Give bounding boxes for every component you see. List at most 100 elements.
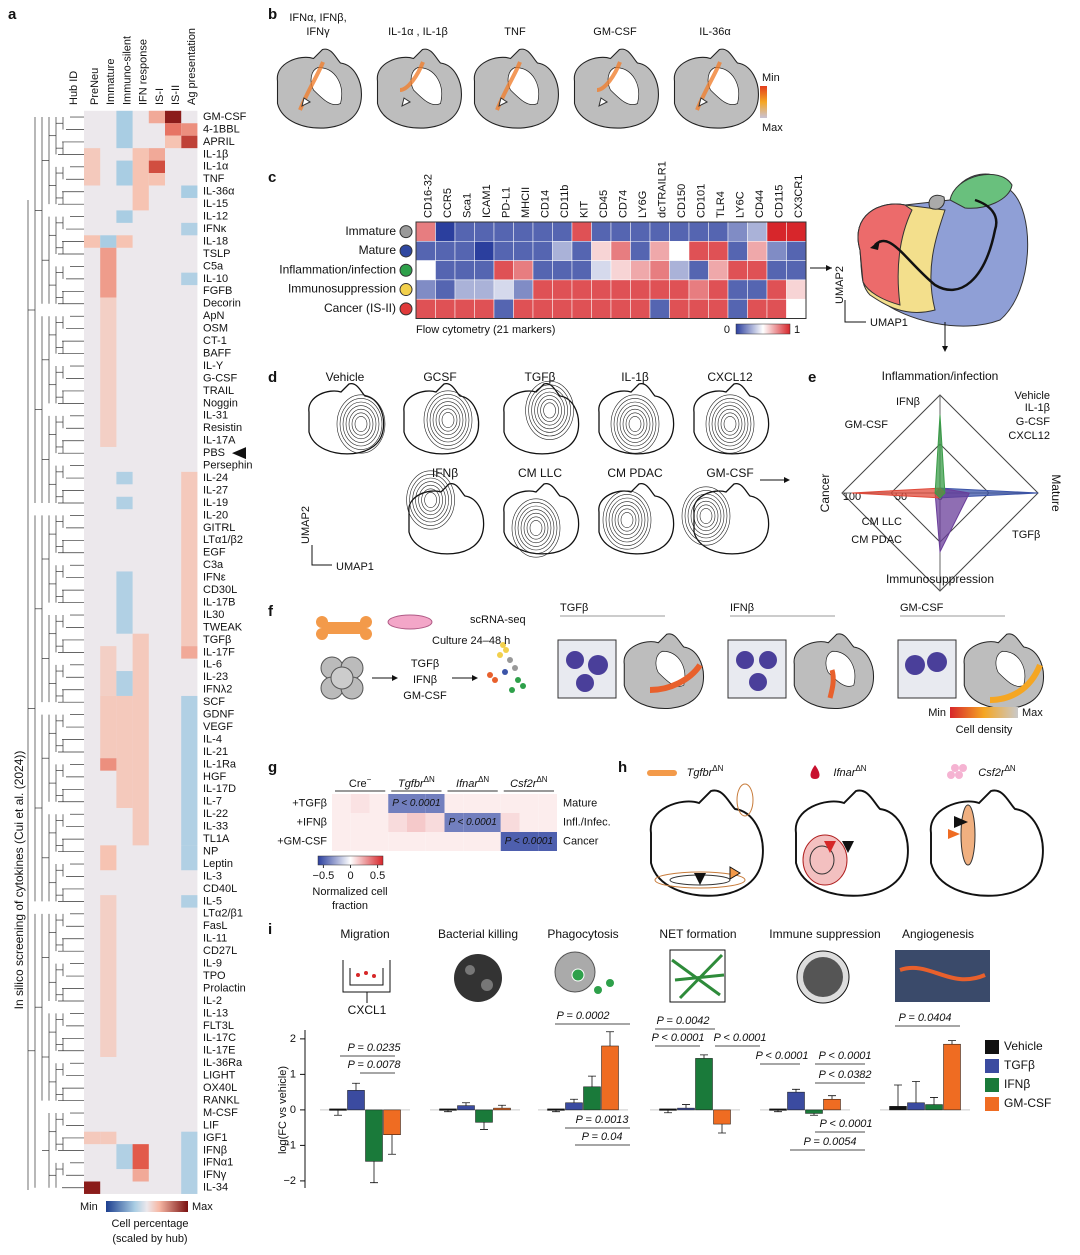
row-label: TSLP [203,248,231,260]
heatmap-cell [116,1144,133,1170]
p-value-annotation: P < 0.0001 [755,1050,808,1062]
heatmap-cell [532,279,553,300]
error-bar [948,1040,956,1045]
row-label: GM-CSF [203,111,247,123]
umap-title: TNF [504,26,526,38]
column-header: IFN response [138,39,150,105]
contour [696,504,716,528]
heatmap-cell [454,221,475,242]
marker-label: ICAM1 [481,184,493,218]
panel-title: GM-CSF [900,602,944,614]
heatmap-cell [181,185,198,198]
heatmap-cell [454,241,475,261]
row-label: IL-17E [203,1045,235,1057]
bar [347,1090,365,1111]
heatmap-cell [532,298,553,319]
contour-outline [403,382,480,455]
legend-swatch [985,1040,999,1054]
heatmap-cell [708,241,729,261]
umap-plot [473,48,559,129]
contour [620,512,634,528]
marker-label: CX3CR1 [793,175,805,218]
contour [608,497,646,543]
treatment-label: GM-CSF [403,690,447,702]
error-bar [606,1031,614,1046]
scale-tick-label: 0.5 [370,870,385,882]
heatmap-cell [350,832,370,851]
heatmap-cell [415,298,436,319]
error-bar [664,1109,672,1114]
heatmap-cell [500,832,520,851]
row-label: HGF [203,771,227,783]
contour [424,492,437,508]
row-label: LTα1/β2 [203,534,243,546]
row-label: IL-6 [203,659,222,671]
heatmap-cell [552,298,573,319]
heatmap-cell [165,110,182,124]
marker-label: MHCII [520,187,532,218]
legend-label: IFNβ [1004,1077,1030,1091]
row-label: IL-1β [203,148,228,160]
heatmap-cell [610,221,631,242]
highlight-cells [596,61,622,92]
scale-colorbar [317,855,384,866]
step-label: scRNA-seq [470,614,526,626]
heatmap-cell [132,148,149,186]
heatmap-cell [116,235,133,248]
row-label: Leptin [203,858,233,870]
heatmap-cell [688,260,709,281]
icon-label: CXCL1 [348,1003,387,1017]
y-axis-label: log(FC vs vehicle) [277,1066,289,1154]
heatmap-cell [454,279,475,300]
heatmap-cell [493,241,514,261]
contour [418,484,443,516]
contour [409,474,452,526]
row-label: IL-33 [203,821,228,833]
heatmap-cell [100,895,117,1057]
legend-label: Min [80,1201,98,1213]
bar [787,1091,805,1111]
fate-label: Cancer [563,835,599,847]
legend-colorbar [106,1201,188,1212]
population-dot [399,225,413,239]
row-label: IL-9 [203,958,222,970]
heatmap-cell [727,298,748,319]
gene-superscript: ΔN [712,764,723,773]
contour [602,490,652,550]
condition-title: CM LLC [518,466,562,480]
legend-swatch [985,1059,999,1073]
row-label: IL-17D [203,783,236,795]
heatmap-cell [407,794,426,813]
contour [348,408,374,440]
contour-outline [408,482,485,555]
contour [622,408,648,440]
radar-series-label: Vehicle [1015,390,1050,402]
heatmap-cell [181,646,198,659]
panel-label: c [268,169,276,186]
heatmap-cell [727,241,748,261]
radar-series-label: IL-1β [1025,402,1050,414]
y-tick-label: −1 [283,1139,296,1151]
row-label: CD30L [203,584,237,596]
marker-label: dcTRAILR1 [657,161,669,218]
heatmap-cell [610,298,631,319]
heatmap-cell [688,241,709,261]
contour [681,486,731,546]
contour [693,500,719,532]
x-category-label: Migration [340,927,389,941]
row-label: Persephin [203,460,253,472]
contour [705,394,755,454]
row-label: M-CSF [203,1107,238,1119]
heatmap-cell [116,210,133,223]
contour [531,388,568,433]
heatmap-cell [407,813,426,832]
error-bar [930,1097,938,1105]
heatmap-cell [786,221,807,242]
heatmap-cell [519,813,539,832]
heatmap-cell [454,298,475,319]
bar [943,1043,961,1111]
heatmap-cell [435,260,456,281]
heatmap-cell [519,832,539,851]
heatmap-cell [100,297,117,447]
radar-series-label: GM-CSF [845,419,889,431]
